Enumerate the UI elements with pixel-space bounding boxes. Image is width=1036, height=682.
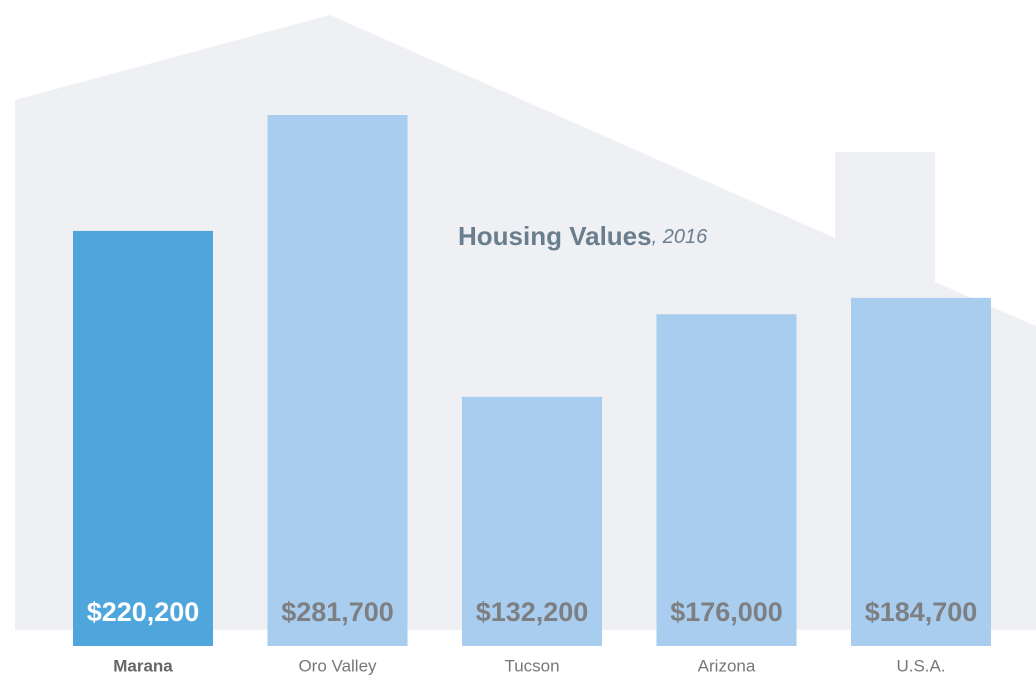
x-tick-label: U.S.A. — [896, 656, 945, 675]
value-label: $220,200 — [87, 597, 200, 627]
value-label: $132,200 — [476, 597, 589, 627]
x-tick-label: Marana — [113, 656, 173, 675]
chart-subtitle: , 2016 — [652, 226, 708, 248]
bar — [73, 230, 213, 646]
x-tick-label: Tucson — [504, 656, 559, 675]
x-tick-label: Arizona — [698, 656, 756, 675]
bar — [462, 396, 602, 646]
x-tick-label: Oro Valley — [298, 656, 377, 675]
bar — [851, 297, 991, 646]
bar — [267, 115, 408, 646]
chart-title-group: Housing Values, 2016 — [458, 221, 708, 251]
chart-title: Housing Values — [458, 221, 652, 251]
value-label: $176,000 — [670, 597, 783, 627]
value-label: $281,700 — [281, 597, 394, 627]
value-label: $184,700 — [865, 597, 978, 627]
bar — [656, 314, 797, 646]
